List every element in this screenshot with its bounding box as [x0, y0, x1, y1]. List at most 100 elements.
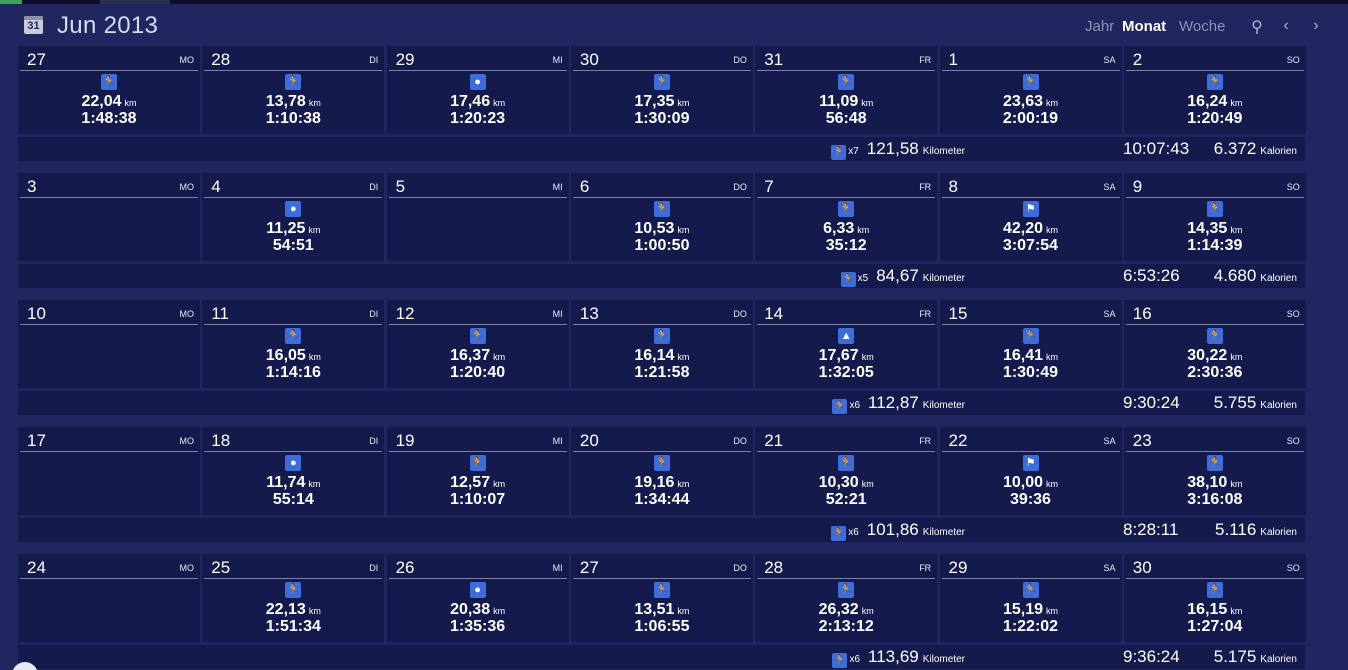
day-number: 4: [211, 177, 221, 196]
day-cell[interactable]: 5 MI: [386, 173, 569, 261]
day-cell[interactable]: 29 SA 🏃 15,19 km 1:22:02: [939, 554, 1122, 642]
day-divider: [1125, 324, 1304, 325]
avatar[interactable]: [12, 662, 38, 670]
day-cell[interactable]: 16 SO 🏃 30,22 km 2:30:36: [1123, 300, 1306, 388]
week-summary-time: 9:30:24: [1123, 393, 1180, 412]
day-cell[interactable]: 18 DI ● 11,74 km 55:14: [202, 427, 385, 515]
header: 31 Jun 2013 Jahr Monat Woche ⚲ ‹ ›: [0, 4, 1348, 44]
day-cell[interactable]: 27 DO 🏃 13,51 km 1:06:55: [570, 554, 753, 642]
day-divider: [572, 451, 751, 452]
activity-duration: 1:30:09: [634, 110, 690, 127]
activity-duration: 35:12: [825, 237, 867, 254]
run-icon[interactable]: 🏃: [1206, 328, 1223, 344]
run-icon[interactable]: 🏃: [1022, 328, 1039, 344]
day-cell[interactable]: 28 FR 🏃 26,32 km 2:13:12: [755, 554, 938, 642]
day-cell[interactable]: 23 SO 🏃 38,10 km 3:16:08: [1123, 427, 1306, 515]
run-icon[interactable]: 🏃: [838, 455, 855, 471]
activity-distance: 42,20 km: [1002, 220, 1059, 237]
run-icon[interactable]: 🏃: [1206, 74, 1223, 90]
day-divider: [388, 197, 567, 198]
day-divider: [941, 70, 1120, 71]
day-cell[interactable]: 3 MO: [18, 173, 200, 261]
run-icon[interactable]: 🏃: [1206, 455, 1223, 471]
day-cell[interactable]: 13 DO 🏃 16,14 km 1:21:58: [570, 300, 753, 388]
run-icon[interactable]: 🏃: [653, 582, 670, 598]
weekday-label: MO: [179, 436, 195, 446]
day-cell[interactable]: 17 MO: [18, 427, 200, 515]
run-icon[interactable]: 🏃: [285, 328, 302, 344]
drop-icon[interactable]: ●: [285, 455, 302, 471]
run-icon[interactable]: 🏃: [838, 201, 855, 217]
search-icon[interactable]: ⚲: [1251, 19, 1263, 36]
day-divider: [20, 197, 198, 198]
day-cell[interactable]: 6 DO 🏃 10,53 km 1:00:50: [570, 173, 753, 261]
day-cell[interactable]: 28 DI 🏃 13,78 km 1:10:38: [202, 46, 385, 134]
day-cell[interactable]: 20 DO 🏃 19,16 km 1:34:44: [570, 427, 753, 515]
view-year-tab[interactable]: Jahr: [1085, 18, 1115, 35]
day-cell[interactable]: 19 MI 🏃 12,57 km 1:10:07: [386, 427, 569, 515]
activity-distance: 30,22 km: [1187, 347, 1243, 364]
flag-icon[interactable]: ⚑: [1022, 455, 1039, 471]
view-week-tab[interactable]: Woche: [1179, 18, 1226, 35]
run-icon[interactable]: 🏃: [1022, 582, 1039, 598]
run-icon: 🏃: [832, 399, 848, 414]
day-cell[interactable]: 11 DI 🏃 16,05 km 1:14:16: [202, 300, 385, 388]
drop-icon[interactable]: ●: [469, 582, 486, 598]
flag-icon[interactable]: ⚑: [1022, 201, 1039, 217]
activity-duration: 2:30:36: [1187, 364, 1243, 381]
run-icon[interactable]: 🏃: [838, 74, 855, 90]
run-icon[interactable]: 🏃: [838, 582, 855, 598]
day-divider: [757, 324, 936, 325]
view-month-tab[interactable]: Monat: [1122, 18, 1167, 35]
weekday-label: MO: [179, 55, 195, 65]
day-cell[interactable]: 27 MO 🏃 22,04 km 1:48:38: [18, 46, 200, 134]
run-icon[interactable]: 🏃: [469, 455, 486, 471]
run-icon[interactable]: 🏃: [285, 582, 302, 598]
day-number: 6: [579, 177, 590, 196]
run-icon[interactable]: 🏃: [469, 328, 486, 344]
day-cell[interactable]: 29 MI ● 17,46 km 1:20:23: [386, 46, 569, 134]
day-cell[interactable]: 21 FR 🏃 10,30 km 52:21: [755, 427, 938, 515]
day-cell[interactable]: 8 SA ⚑ 42,20 km 3:07:54: [939, 173, 1122, 261]
weekday-label: SA: [1103, 55, 1116, 65]
run-icon[interactable]: 🏃: [1206, 582, 1223, 598]
weekday-label: DO: [733, 55, 747, 65]
day-cell[interactable]: 15 SA 🏃 16,41 km 1:30:49: [939, 300, 1122, 388]
run-icon[interactable]: 🏃: [1206, 201, 1223, 217]
day-cell[interactable]: 31 FR 🏃 11,09 km 56:48: [755, 46, 938, 134]
day-number: 25: [211, 558, 231, 577]
weekday-label: SA: [1103, 436, 1116, 446]
activity-distance: 6,33 km: [823, 220, 870, 237]
run-icon[interactable]: 🏃: [653, 328, 670, 344]
run-icon[interactable]: 🏃: [653, 201, 670, 217]
run-icon[interactable]: 🏃: [101, 74, 117, 90]
day-cell[interactable]: 30 SO 🏃 16,15 km 1:27:04: [1123, 554, 1306, 642]
drop-icon[interactable]: ●: [469, 74, 486, 90]
day-cell[interactable]: 24 MO: [18, 554, 200, 642]
day-cell[interactable]: 12 MI 🏃 16,37 km 1:20:40: [386, 300, 569, 388]
drop-icon[interactable]: ●: [285, 201, 302, 217]
day-cell[interactable]: 2 SO 🏃 16,24 km 1:20:49: [1123, 46, 1306, 134]
day-cell[interactable]: 10 MO: [18, 300, 200, 388]
day-divider: [20, 70, 198, 71]
day-cell[interactable]: 9 SO 🏃 14,35 km 1:14:39: [1123, 173, 1306, 261]
chevron-right-icon[interactable]: ›: [1313, 17, 1319, 34]
run-icon[interactable]: 🏃: [653, 455, 670, 471]
day-cell[interactable]: 1 SA 🏃 23,63 km 2:00:19: [939, 46, 1122, 134]
day-cell[interactable]: 25 DI 🏃 22,13 km 1:51:34: [202, 554, 385, 642]
day-cell[interactable]: 22 SA ⚑ 10,00 km 39:36: [939, 427, 1122, 515]
day-cell[interactable]: 7 FR 🏃 6,33 km 35:12: [755, 173, 938, 261]
week-summary-calories: 6.372 Kalorien: [1213, 139, 1297, 158]
run-icon[interactable]: 🏃: [1022, 74, 1039, 90]
weekday-label: MI: [552, 563, 563, 573]
chevron-left-icon[interactable]: ‹: [1283, 17, 1289, 34]
day-cell[interactable]: 14 FR ▲ 17,67 km 1:32:05: [755, 300, 938, 388]
day-cell[interactable]: 26 MI ● 20,38 km 1:35:36: [386, 554, 569, 642]
day-cell[interactable]: 30 DO 🏃 17,35 km 1:30:09: [570, 46, 753, 134]
mountain-icon[interactable]: ▲: [838, 328, 855, 344]
run-icon[interactable]: 🏃: [653, 74, 670, 90]
day-cell[interactable]: 4 DI ● 11,25 km 54:51: [202, 173, 385, 261]
activity-duration: 1:00:50: [634, 237, 690, 254]
run-icon[interactable]: 🏃: [285, 74, 302, 90]
weekday-label: DO: [733, 182, 747, 192]
